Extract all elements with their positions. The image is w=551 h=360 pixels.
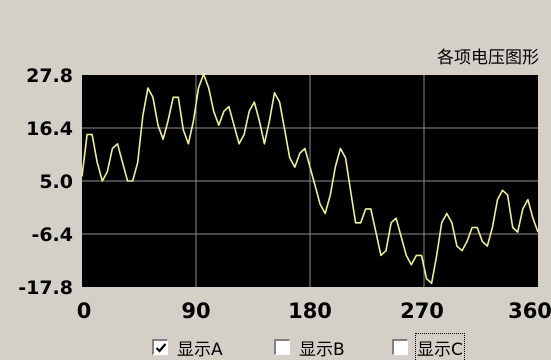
show-b-checkbox[interactable] <box>274 339 290 355</box>
show-a-checkbox-row[interactable]: 显示A <box>152 336 223 360</box>
show-b-checkbox-row[interactable]: 显示B <box>274 336 345 360</box>
y-tick-label: 16.4 <box>26 118 73 140</box>
grid-lines <box>82 75 538 287</box>
show-a-checkbox[interactable] <box>152 339 168 355</box>
x-tick-label: 90 <box>181 299 210 323</box>
x-tick-label: 0 <box>77 299 92 323</box>
chart-title: 各项电压图形 <box>437 48 539 68</box>
show-c-checkbox[interactable] <box>392 339 408 355</box>
show-c-checkbox-row[interactable]: 显示C <box>392 332 465 360</box>
y-tick-label: -6.4 <box>31 224 73 246</box>
x-tick-label: 180 <box>288 299 332 323</box>
x-tick-label: 360 <box>508 299 551 323</box>
y-tick-label: 27.8 <box>26 65 73 87</box>
checkmark-icon <box>155 342 166 353</box>
y-tick-label: 5.0 <box>39 171 73 193</box>
voltage-series-line <box>81 73 539 285</box>
show-a-label[interactable]: 显示A <box>177 339 223 360</box>
y-axis-ticks: 27.8 16.4 5.0 -6.4 -17.8 <box>18 65 73 299</box>
y-tick-label: -17.8 <box>18 277 73 299</box>
x-axis-ticks: 0 90 180 270 360 <box>77 299 551 323</box>
show-b-label[interactable]: 显示B <box>299 339 345 360</box>
show-c-label[interactable]: 显示C <box>415 332 465 360</box>
x-tick-label: 270 <box>400 299 444 323</box>
